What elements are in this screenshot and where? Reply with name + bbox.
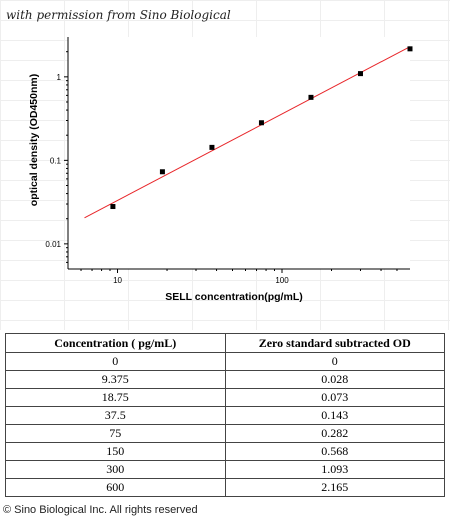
- od-cell: 0.568: [224, 442, 445, 461]
- data-point: [407, 46, 413, 52]
- concentration-cell: 9.375: [5, 370, 226, 389]
- od-cell: 2.165: [224, 478, 445, 497]
- axis-ticks: 10 100 0.01 0.1 1: [45, 51, 398, 285]
- concentration-cell: 75: [5, 424, 226, 443]
- permission-watermark: with permission from Sino Biological: [6, 8, 231, 22]
- od-cell: 0.073: [224, 388, 445, 407]
- concentration-cell: 300: [5, 460, 226, 479]
- concentration-cell: 600: [5, 478, 226, 497]
- column-header-od: Zero standard subtracted OD: [224, 333, 445, 353]
- table-row: 9.375 0.028: [5, 370, 445, 389]
- concentration-cell: 150: [5, 442, 226, 461]
- fit-line: [84, 46, 411, 219]
- data-point: [308, 94, 314, 100]
- fit-line-group: [84, 46, 411, 219]
- od-cell: 0.282: [224, 424, 445, 443]
- concentration-cell: 37.5: [5, 406, 226, 425]
- table-row: 600 2.165: [5, 478, 445, 497]
- concentration-cell: 0: [5, 352, 226, 371]
- x-tick-label: 10: [113, 276, 122, 285]
- table-row: 37.5 0.143: [5, 406, 445, 425]
- data-point: [357, 71, 363, 77]
- data-points: [110, 46, 413, 210]
- y-tick-label: 0.1: [50, 156, 62, 165]
- od-cell: 0: [224, 352, 445, 371]
- y-axis-label: optical density (OD450nm): [28, 74, 40, 206]
- x-axis-label: SELL concentration(pg/mL): [165, 291, 302, 303]
- od-cell: 0.143: [224, 406, 445, 425]
- standards-table: Concentration ( pg/mL) Zero standard sub…: [5, 333, 445, 497]
- table-row: 150 0.568: [5, 442, 445, 461]
- y-tick-label: 0.01: [45, 240, 61, 249]
- concentration-cell: 18.75: [5, 388, 226, 407]
- od-cell: 1.093: [224, 460, 445, 479]
- od-cell: 0.028: [224, 370, 445, 389]
- data-point: [110, 204, 116, 210]
- table-row: 300 1.093: [5, 460, 445, 479]
- x-tick-label: 100: [275, 276, 289, 285]
- copyright-notice: © Sino Biological Inc. All rights reserv…: [3, 504, 198, 516]
- table-row: 75 0.282: [5, 424, 445, 443]
- data-point: [258, 120, 264, 126]
- plot-area: [68, 37, 410, 269]
- table-header-row: Concentration ( pg/mL) Zero standard sub…: [5, 333, 445, 353]
- data-point: [159, 169, 165, 175]
- y-tick-label: 1: [57, 73, 62, 82]
- table-row: 18.75 0.073: [5, 388, 445, 407]
- column-header-concentration: Concentration ( pg/mL): [5, 333, 226, 353]
- data-point: [209, 144, 215, 150]
